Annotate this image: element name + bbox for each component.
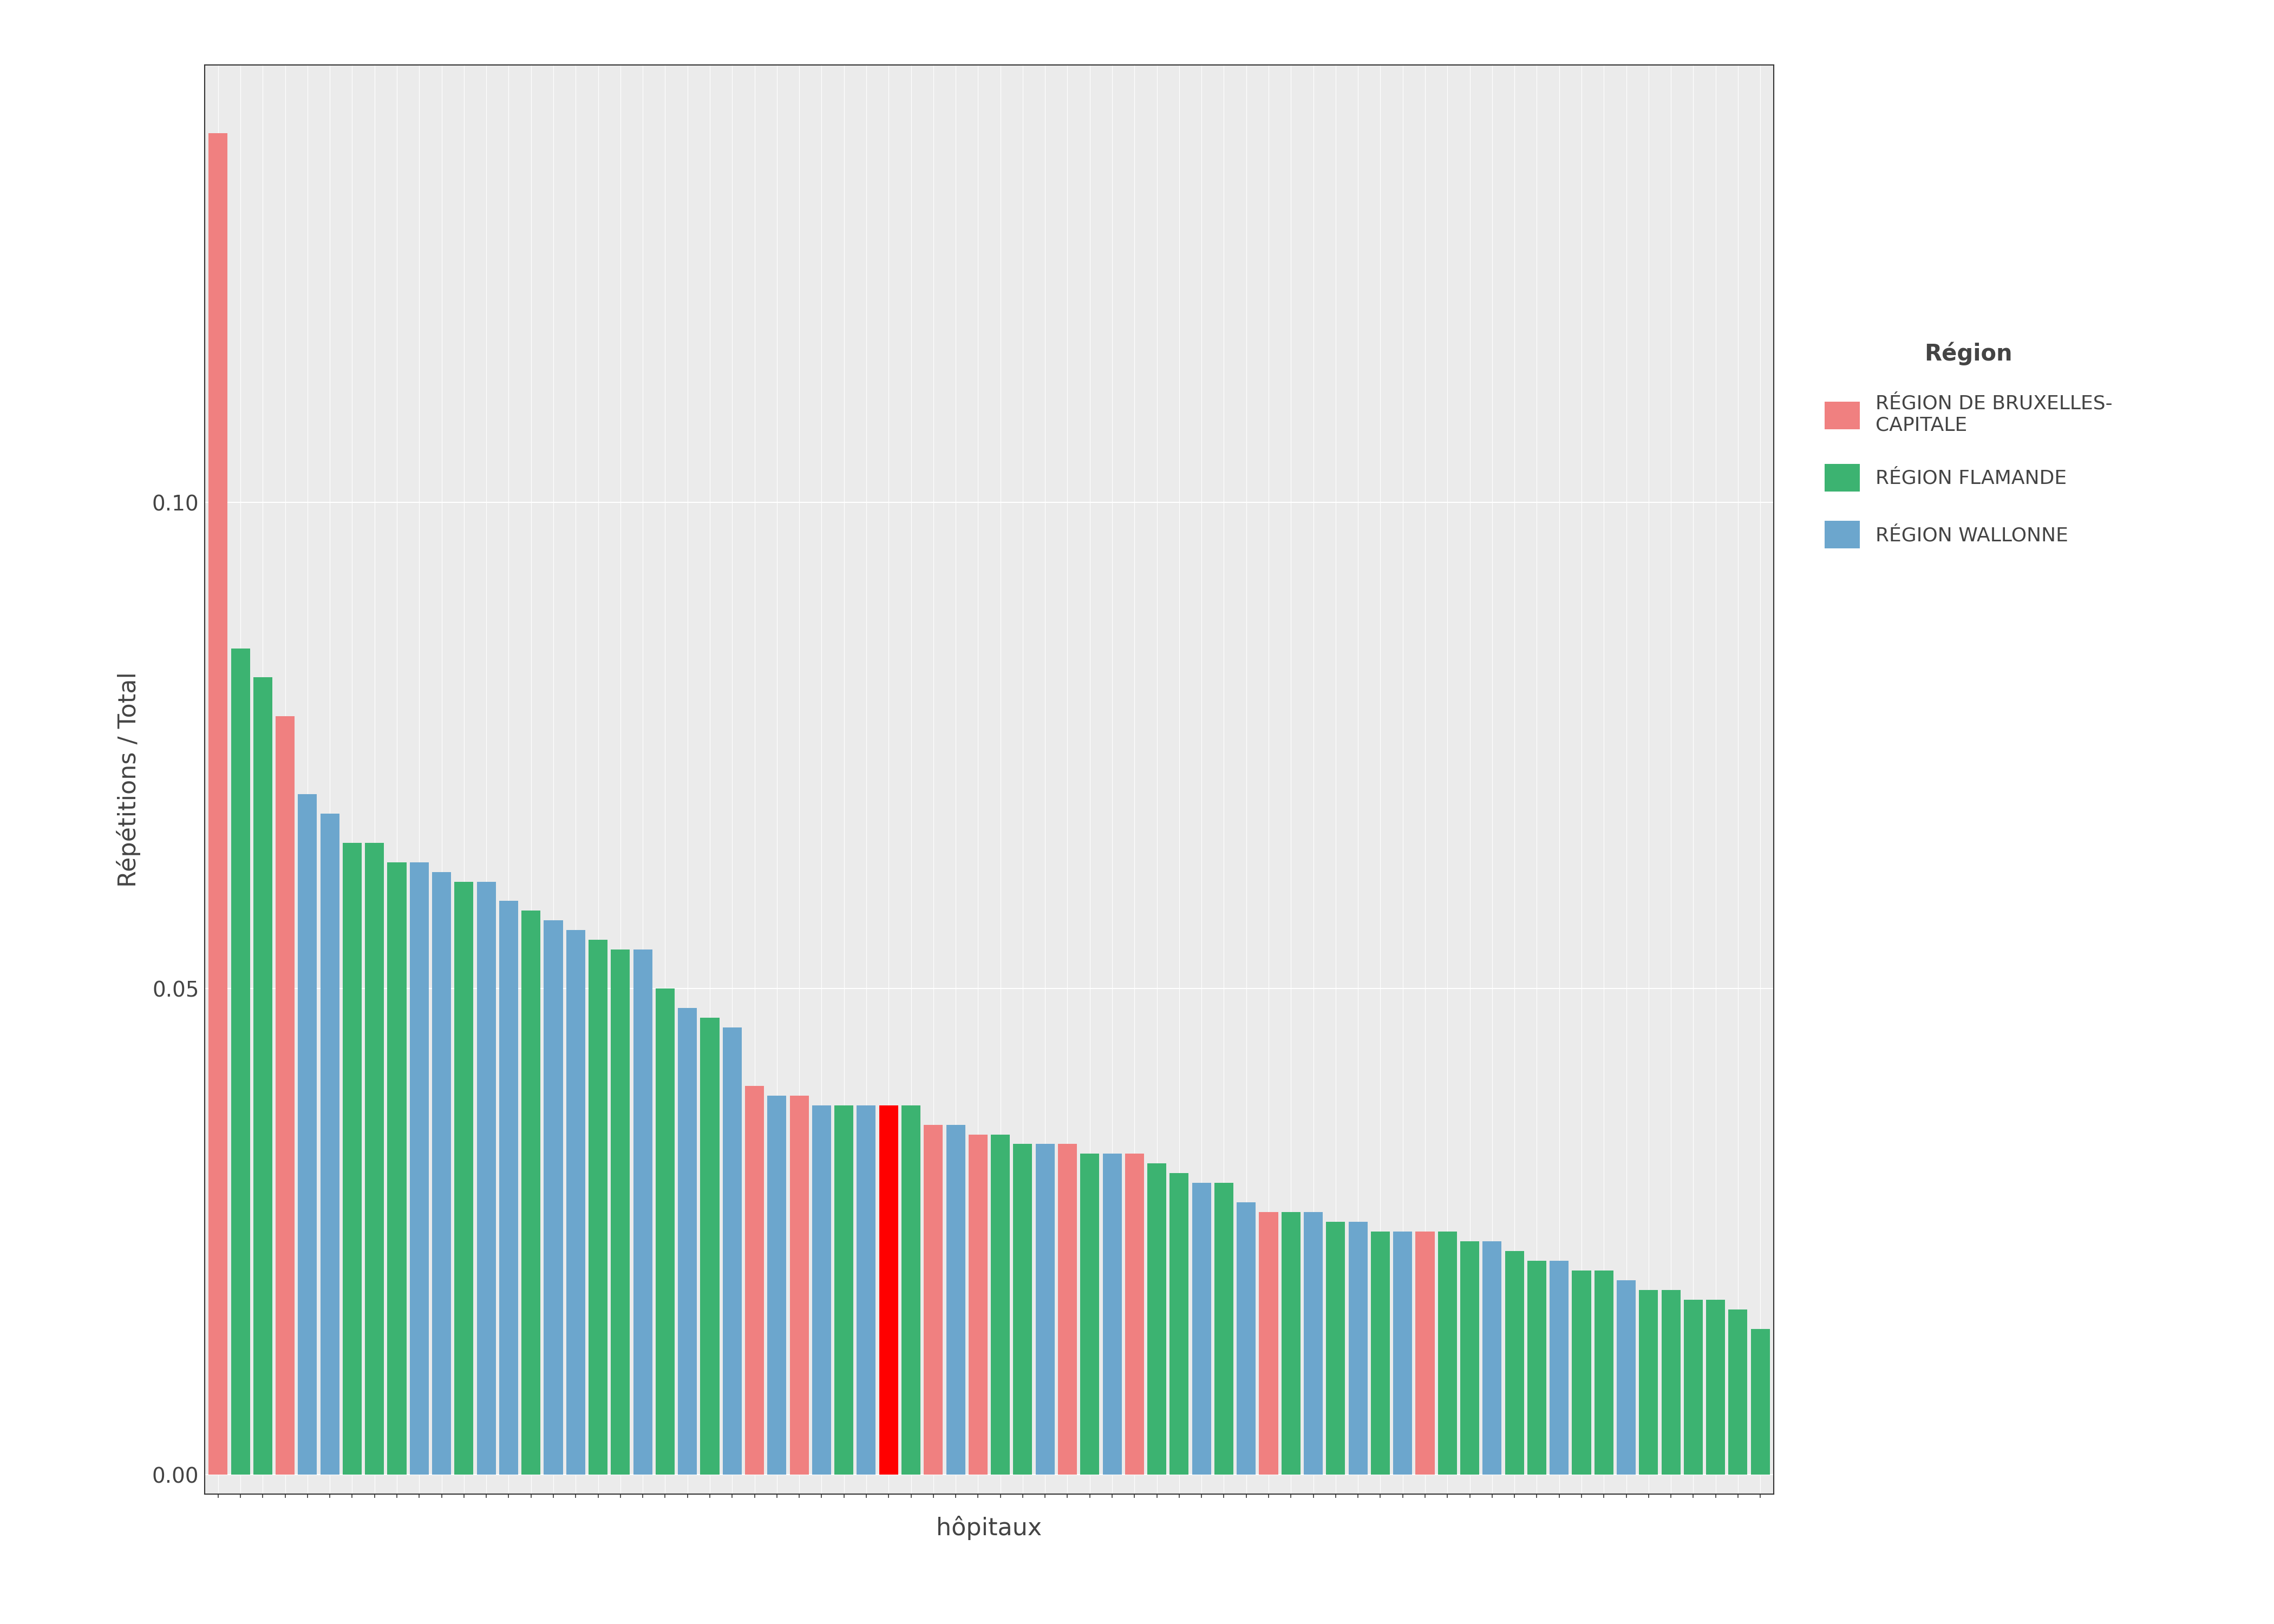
- Bar: [766, 1096, 787, 1475]
- Bar: [1303, 1212, 1323, 1475]
- Bar: [478, 882, 496, 1475]
- Bar: [678, 1009, 696, 1475]
- Bar: [1057, 1143, 1078, 1475]
- Bar: [252, 677, 273, 1475]
- Y-axis label: Répétitions / Total: Répétitions / Total: [116, 672, 141, 887]
- Bar: [321, 814, 339, 1475]
- Bar: [612, 950, 630, 1475]
- Bar: [857, 1106, 875, 1475]
- Bar: [723, 1028, 741, 1475]
- Bar: [1706, 1299, 1726, 1475]
- Bar: [566, 931, 584, 1475]
- Bar: [1437, 1231, 1458, 1475]
- Bar: [1483, 1241, 1501, 1475]
- Bar: [1283, 1212, 1301, 1475]
- Bar: [632, 950, 653, 1475]
- Bar: [209, 133, 227, 1475]
- Bar: [275, 716, 296, 1475]
- Bar: [1103, 1153, 1121, 1475]
- Bar: [746, 1086, 764, 1475]
- Bar: [387, 862, 407, 1475]
- Bar: [789, 1096, 810, 1475]
- Bar: [1394, 1231, 1412, 1475]
- Bar: [366, 843, 384, 1475]
- Bar: [1683, 1299, 1703, 1475]
- Bar: [589, 940, 607, 1475]
- Bar: [700, 1018, 719, 1475]
- Bar: [1260, 1212, 1278, 1475]
- Bar: [1728, 1309, 1746, 1475]
- Bar: [923, 1125, 944, 1475]
- Bar: [1414, 1231, 1435, 1475]
- Bar: [1348, 1221, 1367, 1475]
- Bar: [1035, 1143, 1055, 1475]
- Bar: [880, 1106, 898, 1475]
- Bar: [969, 1135, 987, 1475]
- Bar: [521, 911, 541, 1475]
- Bar: [1014, 1143, 1032, 1475]
- Bar: [1126, 1153, 1144, 1475]
- Bar: [1326, 1221, 1346, 1475]
- Legend: RÉGION DE BRUXELLES-
CAPITALE, RÉGION FLAMANDE, RÉGION WALLONNE: RÉGION DE BRUXELLES- CAPITALE, RÉGION FL…: [1815, 331, 2122, 559]
- Bar: [343, 843, 362, 1475]
- Bar: [432, 872, 450, 1475]
- Bar: [901, 1106, 921, 1475]
- Bar: [1080, 1153, 1098, 1475]
- Bar: [1192, 1182, 1212, 1475]
- X-axis label: hôpitaux: hôpitaux: [937, 1515, 1041, 1540]
- Bar: [1214, 1182, 1233, 1475]
- Bar: [455, 882, 473, 1475]
- Bar: [298, 794, 316, 1475]
- Bar: [1662, 1289, 1680, 1475]
- Bar: [1505, 1250, 1524, 1475]
- Bar: [835, 1106, 853, 1475]
- Bar: [1617, 1280, 1635, 1475]
- Bar: [1528, 1260, 1546, 1475]
- Bar: [1640, 1289, 1658, 1475]
- Bar: [1751, 1328, 1769, 1475]
- Bar: [1169, 1173, 1189, 1475]
- Bar: [812, 1106, 830, 1475]
- Bar: [409, 862, 430, 1475]
- Bar: [1371, 1231, 1389, 1475]
- Bar: [1460, 1241, 1480, 1475]
- Bar: [991, 1135, 1010, 1475]
- Bar: [946, 1125, 964, 1475]
- Bar: [1237, 1202, 1255, 1475]
- Bar: [232, 648, 250, 1475]
- Bar: [1571, 1270, 1592, 1475]
- Bar: [1594, 1270, 1612, 1475]
- Bar: [498, 901, 518, 1475]
- Bar: [1549, 1260, 1569, 1475]
- Bar: [1148, 1163, 1167, 1475]
- Bar: [655, 989, 675, 1475]
- Bar: [543, 921, 564, 1475]
